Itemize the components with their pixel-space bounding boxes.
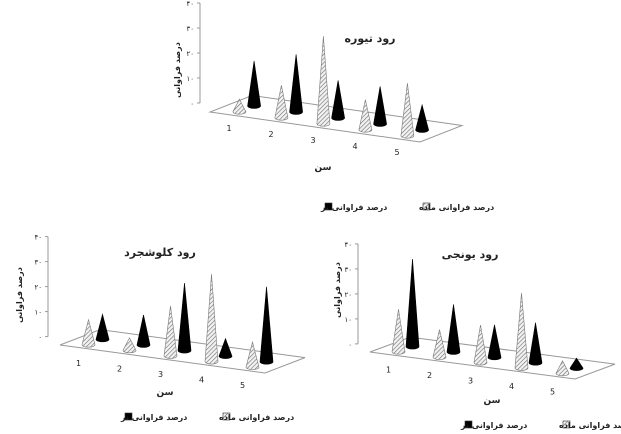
chart-panel-3: ۰ ۱۰ ۲۰ ۳۰ ۴۰ 1 2 3 4 5 رود یونجی درصد فراوانی سن درص… [333, 241, 621, 430]
cone-female-1 [391, 309, 406, 355]
chart-panel-1: ۰ ۱۰ ۲۰ ۳۰ ۴۰ 1 2 3 4 5 رود تیوره درصد فراوانی سن درص… [173, 0, 494, 212]
cone-male-2 [136, 314, 151, 348]
legend-label-male: درصد فراوانی نر [460, 421, 527, 430]
cone-male-3 [331, 80, 345, 121]
y-axis-label: درصد فراوانی [15, 267, 24, 323]
x-tick-label: 4 [509, 382, 514, 391]
cone-male-5 [569, 357, 584, 371]
x-axis-label: سن [484, 396, 501, 406]
x-tick-label: 1 [76, 359, 81, 368]
cone-female-4 [358, 99, 373, 133]
x-tick-label: 3 [310, 136, 315, 145]
y-axis-label: درصد فراوانی [173, 42, 182, 98]
legend-swatch-male [464, 420, 473, 429]
cone-female-2 [432, 329, 447, 360]
cone-female-2 [274, 85, 289, 121]
cone-female-2 [122, 337, 137, 354]
x-axis-label: سن [315, 163, 332, 173]
y-tick-label: ۳۰ [186, 25, 194, 33]
y-tick-label: ۴۰ [344, 241, 352, 249]
cone-female-5 [245, 340, 260, 370]
x-tick-label: 4 [352, 142, 357, 151]
y-tick-label: ۰ [190, 100, 194, 108]
x-tick-label: 1 [386, 366, 391, 375]
cone-male-1 [405, 259, 420, 350]
legend-swatch-female [422, 202, 431, 211]
y-tick-label: ۲۰ [34, 284, 42, 292]
cone-female-3 [163, 305, 178, 359]
y-tick-label: ۴۰ [186, 0, 194, 8]
y-axis-label: درصد فراوانی [333, 262, 342, 318]
x-tick-label: 5 [394, 148, 399, 157]
chart-floor [208, 94, 464, 143]
cone-female-5 [555, 360, 570, 377]
cone-male-5 [415, 103, 429, 133]
legend-label-male: درصد فراوانی نر [120, 413, 187, 422]
cone-male-4 [218, 337, 233, 359]
x-tick-label: 5 [550, 387, 555, 396]
y-tick-label: ۳۰ [34, 259, 42, 267]
chart-legend: درصد فراوانی ماده درصد فراوانی نر [120, 412, 294, 422]
legend-swatch-male [324, 202, 333, 211]
cone-female-5 [400, 83, 415, 139]
x-tick-label: 1 [226, 124, 231, 133]
y-tick-label: ۰ [348, 341, 352, 349]
chart-title: رود یونجی [442, 248, 499, 261]
legend-swatch-male [124, 412, 133, 421]
chart-title: رود تیوره [345, 32, 396, 45]
legend-swatch-female [222, 412, 231, 421]
cone-male-3 [487, 324, 502, 361]
x-tick-label: 3 [468, 377, 473, 386]
y-tick-label: ۳۰ [344, 266, 352, 274]
x-tick-label: 2 [117, 364, 122, 373]
y-tick-label: ۱۰ [34, 309, 42, 317]
x-tick-label: 4 [199, 376, 204, 385]
legend-label-female: درصد فراوانی ماده [419, 203, 494, 212]
cone-female-1 [81, 318, 96, 348]
cone-male-5 [259, 286, 274, 365]
cone-male-4 [528, 322, 543, 366]
chart-legend: درصد فراوانی ماده درصد فراوانی نر [320, 202, 494, 212]
y-tick-label: ۰ [38, 334, 42, 342]
cone-male-1 [95, 313, 110, 343]
legend-label-female: درصد فراوانی ماده [559, 421, 621, 430]
x-tick-label: 2 [427, 371, 432, 380]
x-tick-label: 3 [158, 370, 163, 379]
chart-title: رود کلوشجرد [124, 246, 196, 259]
y-tick-label: ۲۰ [344, 291, 352, 299]
legend-label-male: درصد فراوانی نر [320, 203, 387, 212]
cone-female-1 [232, 98, 247, 115]
chart-panel-2: ۰ ۱۰ ۲۰ ۳۰ ۴۰ 1 2 3 4 5 رود کلوشجرد درصد فراوانی سن د… [15, 234, 306, 422]
y-tick-label: ۲۰ [186, 50, 194, 58]
legend-label-female: درصد فراوانی ماده [219, 413, 294, 422]
cone-female-4 [204, 273, 219, 365]
cone-male-2 [446, 304, 461, 355]
x-axis-label: سن [157, 388, 174, 398]
cone-male-1 [247, 60, 261, 109]
cone-female-3 [316, 36, 331, 127]
chart-legend: درصد فراوانی ماده درصد فراوانی نر [460, 420, 621, 430]
y-tick-label: ۴۰ [34, 234, 42, 242]
cone-female-3 [473, 324, 488, 366]
cone-male-2 [289, 54, 303, 115]
cone-male-3 [177, 283, 192, 354]
cone-male-4 [373, 86, 387, 127]
x-tick-label: 2 [268, 130, 273, 139]
x-tick-label: 5 [240, 381, 245, 390]
cone-female-4 [514, 292, 529, 371]
y-tick-label: ۱۰ [344, 316, 352, 324]
y-tick-label: ۱۰ [186, 75, 194, 83]
legend-swatch-female [562, 420, 571, 429]
